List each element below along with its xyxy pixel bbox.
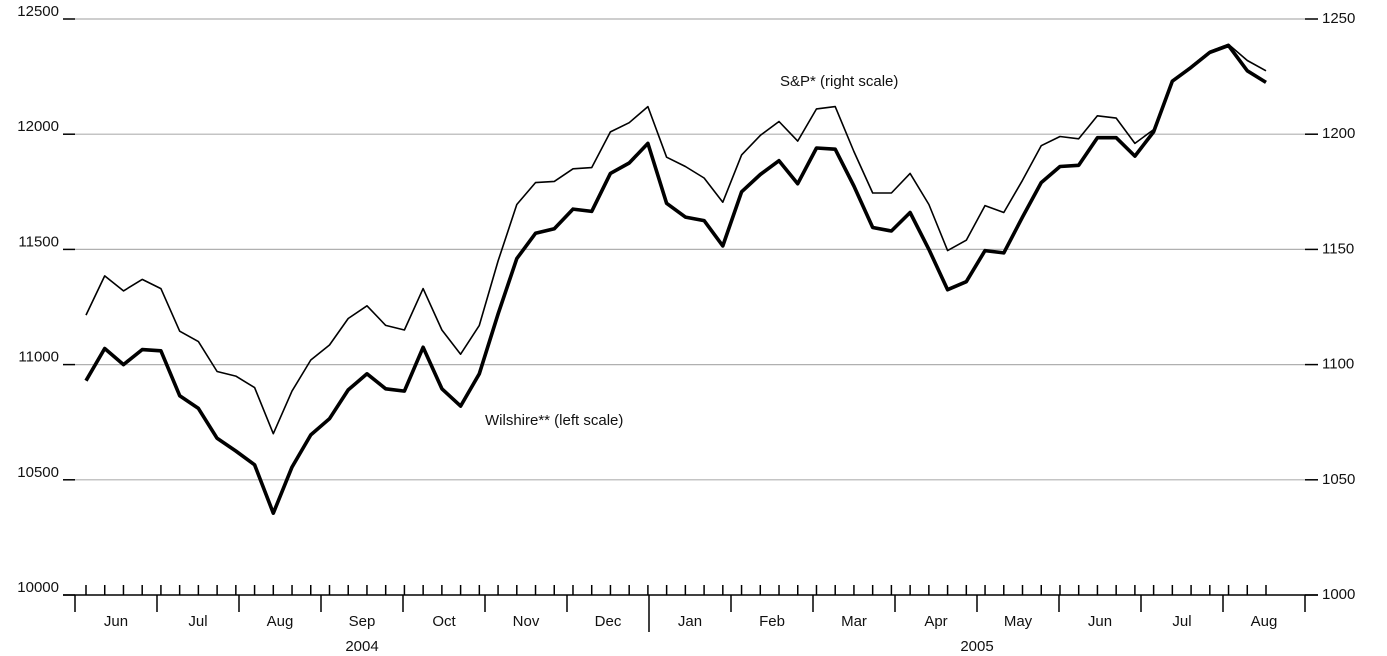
y2-tick-label: 1050 bbox=[1322, 471, 1355, 488]
x-month-label: Mar bbox=[841, 613, 867, 630]
y2-tick-label: 1150 bbox=[1322, 240, 1354, 257]
x-month-label: Aug bbox=[1251, 613, 1278, 630]
annotation: Wilshire** (left scale) bbox=[485, 412, 623, 429]
x-month-label: Sep bbox=[349, 613, 376, 630]
x-month-label: Jun bbox=[1088, 613, 1112, 630]
data-line bbox=[84, 43, 1267, 515]
x-month-label: Dec bbox=[595, 613, 622, 630]
x-month-label: Feb bbox=[759, 613, 785, 630]
y-tick-label: 12000 bbox=[17, 118, 59, 135]
y2-tick-label: 1200 bbox=[1322, 125, 1355, 142]
x-month-label: Jul bbox=[1172, 613, 1191, 630]
x-month-label: Apr bbox=[924, 613, 947, 630]
y2-tick-label: 1100 bbox=[1322, 356, 1354, 373]
y-tick-label: 11000 bbox=[18, 349, 59, 366]
x-year-label: 2004 bbox=[345, 638, 378, 655]
y-tick-label: 10500 bbox=[17, 464, 59, 481]
x-month-label: Jan bbox=[678, 613, 702, 630]
x-month-label: Nov bbox=[513, 613, 540, 630]
x-year-label: 2005 bbox=[960, 638, 993, 655]
y-tick-label: 12500 bbox=[17, 3, 59, 20]
x-month-label: Jul bbox=[188, 613, 207, 630]
y-tick-label: 10000 bbox=[17, 579, 59, 596]
data-line bbox=[85, 43, 1267, 435]
y-tick-label: 11500 bbox=[18, 233, 59, 250]
x-month-label: May bbox=[1004, 613, 1033, 630]
y2-tick-label: 1250 bbox=[1322, 10, 1355, 27]
annotation: S&P* (right scale) bbox=[780, 73, 898, 90]
x-month-label: Aug bbox=[267, 613, 294, 630]
y2-tick-label: 1000 bbox=[1322, 586, 1355, 603]
x-month-label: Jun bbox=[104, 613, 128, 630]
x-month-label: Oct bbox=[432, 613, 456, 630]
